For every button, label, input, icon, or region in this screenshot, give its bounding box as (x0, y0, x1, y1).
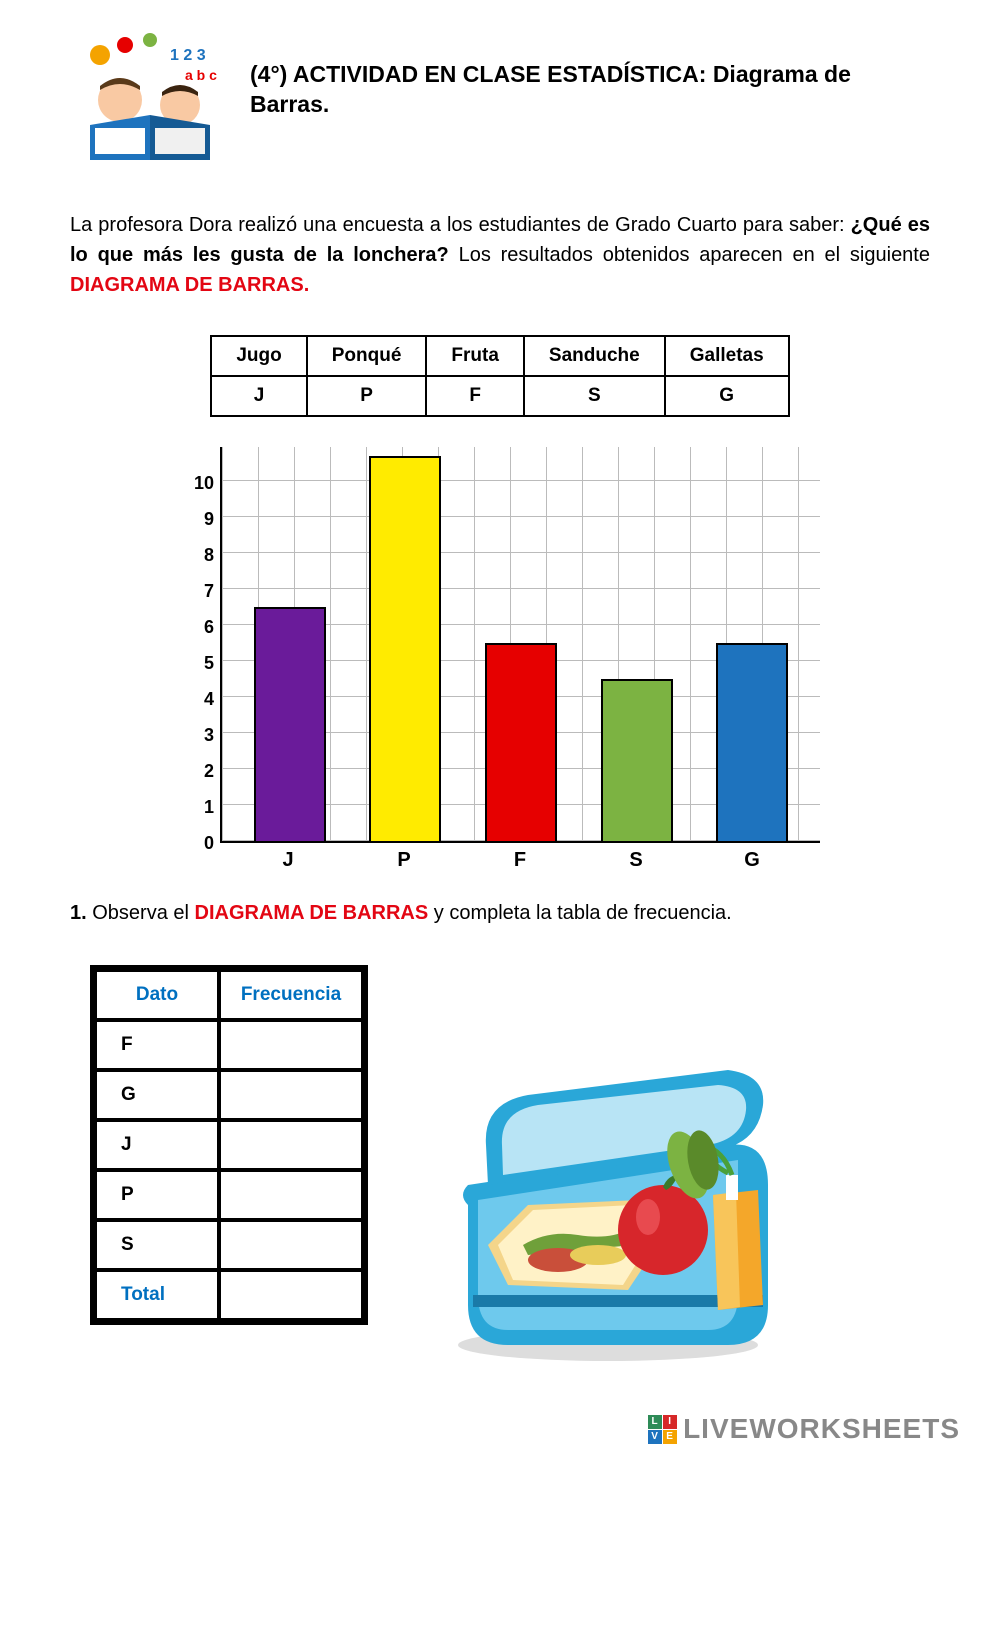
freq-header-freq: Frecuencia (221, 972, 361, 1018)
freq-dato: G (97, 1072, 217, 1118)
question-1: 1. Observa el DIAGRAMA DE BARRAS y compl… (70, 902, 930, 925)
frequency-table: Dato Frecuencia FGJPS Total (90, 965, 368, 1325)
chart-plot-area (220, 447, 820, 843)
svg-text:a b c: a b c (185, 67, 217, 83)
kids-reading-clipart: 1 2 3 a b c (70, 30, 230, 170)
watermark: LIVE LIVEWORKSHEETS (648, 1413, 960, 1445)
watermark-text: LIVEWORKSHEETS (683, 1413, 960, 1445)
y-tick: 7 (180, 573, 214, 609)
watermark-badge: LIVE (648, 1415, 677, 1444)
legend-code: J (211, 376, 306, 416)
y-tick: 0 (180, 825, 214, 861)
legend-header: Sanduche (524, 336, 665, 376)
chart-bar (601, 679, 673, 841)
svg-text:1 2 3: 1 2 3 (170, 47, 206, 64)
y-tick: 3 (180, 717, 214, 753)
x-tick: J (252, 849, 324, 872)
y-axis: 012345678910 (180, 447, 220, 843)
legend-code: P (307, 376, 427, 416)
legend-code: S (524, 376, 665, 416)
freq-input[interactable] (221, 1022, 361, 1068)
freq-input[interactable] (221, 1122, 361, 1168)
y-tick: 4 (180, 681, 214, 717)
x-tick: P (368, 849, 440, 872)
x-tick: G (716, 849, 788, 872)
y-tick: 5 (180, 645, 214, 681)
legend-code: F (426, 376, 524, 416)
legend-header: Jugo (211, 336, 306, 376)
y-tick: 9 (180, 501, 214, 537)
y-tick: 2 (180, 753, 214, 789)
legend-header: Ponqué (307, 336, 427, 376)
x-tick: F (484, 849, 556, 872)
freq-total-input[interactable] (221, 1272, 361, 1318)
page-title: (4°) ACTIVIDAD EN CLASE ESTADÍSTICA: Dia… (250, 30, 930, 120)
x-axis: JPFSG (220, 843, 820, 872)
legend-code: G (665, 376, 789, 416)
freq-dato: J (97, 1122, 217, 1168)
intro-paragraph: La profesora Dora realizó una encuesta a… (70, 210, 930, 300)
freq-input[interactable] (221, 1072, 361, 1118)
freq-input[interactable] (221, 1222, 361, 1268)
chart-bar (485, 643, 557, 841)
freq-input[interactable] (221, 1172, 361, 1218)
legend-header: Galletas (665, 336, 789, 376)
legend-header: Fruta (426, 336, 524, 376)
y-tick: 8 (180, 537, 214, 573)
bar-chart: 012345678910 J P F S G (180, 447, 820, 872)
y-tick: 10 (180, 465, 214, 501)
chart-bar (369, 456, 441, 841)
lunchbox-clipart (428, 1045, 788, 1365)
chart-bar (716, 643, 788, 841)
chart-bar (254, 607, 326, 841)
y-tick: 1 (180, 789, 214, 825)
freq-total-label: Total (97, 1272, 217, 1318)
y-tick: 6 (180, 609, 214, 645)
x-tick: S (600, 849, 672, 872)
legend-table: JugoPonquéFrutaSanducheGalletas JPFSG (210, 335, 789, 417)
freq-dato: F (97, 1022, 217, 1068)
freq-dato: P (97, 1172, 217, 1218)
freq-header-dato: Dato (97, 972, 217, 1018)
freq-dato: S (97, 1222, 217, 1268)
